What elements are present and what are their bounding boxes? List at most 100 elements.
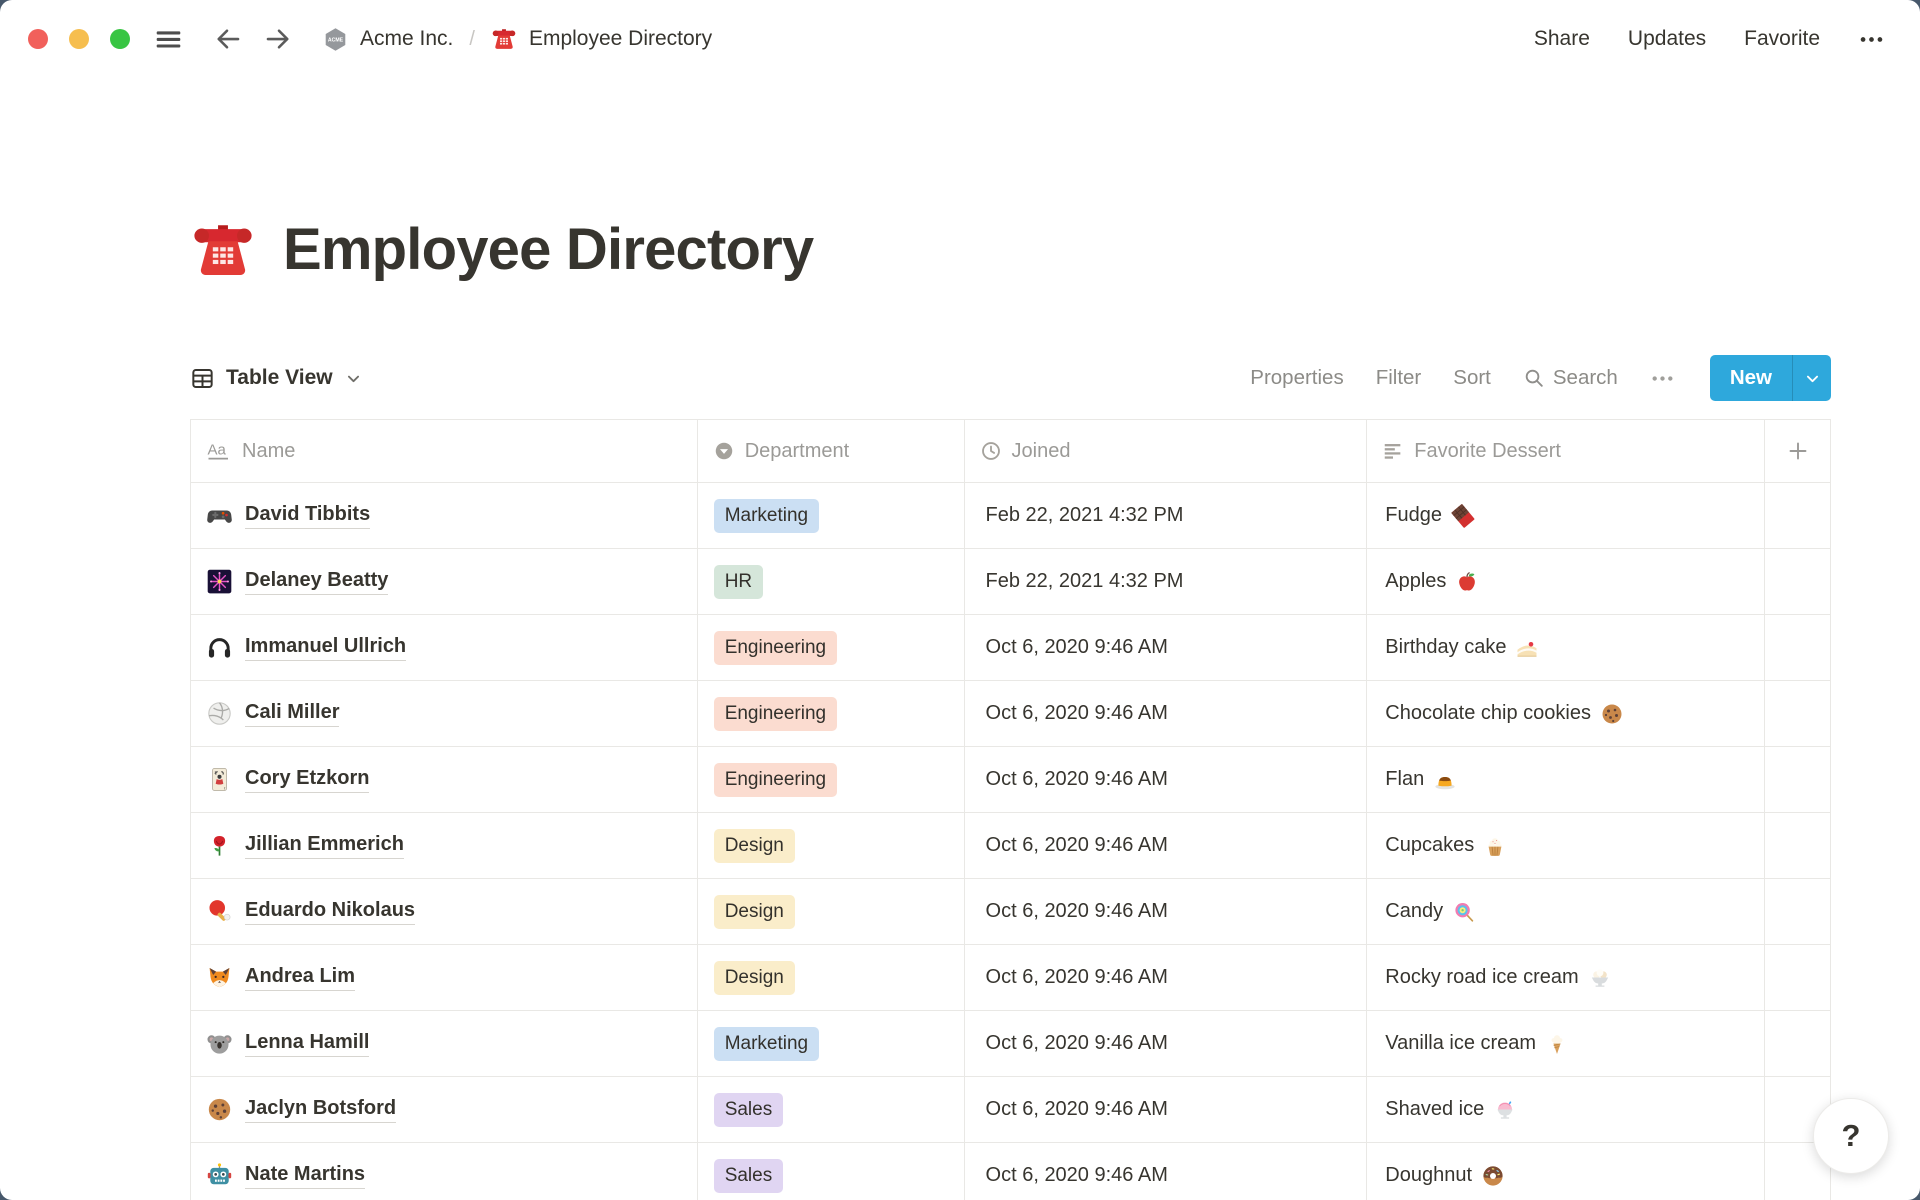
joined-cell[interactable]: Oct 6, 2020 9:46 AM (965, 1143, 1368, 1200)
name-cell[interactable]: Eduardo Nikolaus (191, 879, 698, 945)
view-more-options-icon[interactable] (1650, 366, 1675, 391)
name-cell[interactable]: Jillian Emmerich (191, 813, 698, 879)
minimize-window-button[interactable] (69, 29, 89, 49)
joined-cell[interactable]: Feb 22, 2021 4:32 PM (965, 549, 1368, 615)
dessert-cell[interactable]: Vanilla ice cream (1367, 1011, 1766, 1077)
table-row[interactable]: Delaney Beatty HR Feb 22, 2021 4:32 PM A… (191, 549, 1831, 616)
view-switcher[interactable]: Table View (190, 366, 363, 391)
close-window-button[interactable] (28, 29, 48, 49)
employee-avatar-icon (206, 1096, 233, 1123)
table-row[interactable]: Immanuel Ullrich Engineering Oct 6, 2020… (191, 615, 1831, 682)
name-cell[interactable]: Delaney Beatty (191, 549, 698, 615)
employee-name-link[interactable]: Lenna Hamill (245, 1030, 370, 1058)
dessert-cell[interactable]: Flan (1367, 747, 1766, 813)
joined-cell[interactable]: Oct 6, 2020 9:46 AM (965, 615, 1368, 681)
dessert-emoji-icon (1483, 834, 1507, 858)
breadcrumb-workspace[interactable]: Acme Inc. (360, 27, 454, 50)
employee-name-link[interactable]: Nate Martins (245, 1162, 366, 1190)
name-cell[interactable]: Nate Martins (191, 1143, 698, 1200)
dessert-cell[interactable]: Apples (1367, 549, 1766, 615)
table-row[interactable]: Andrea Lim Design Oct 6, 2020 9:46 AM Ro… (191, 945, 1831, 1012)
back-icon[interactable] (213, 24, 243, 54)
table-row[interactable]: David Tibbits Marketing Feb 22, 2021 4:3… (191, 483, 1831, 550)
new-button-divider (1792, 355, 1793, 402)
new-button[interactable]: New (1729, 366, 1772, 390)
page-title[interactable]: Employee Directory (283, 216, 814, 282)
department-cell[interactable]: Marketing (698, 1011, 965, 1077)
employee-name-link[interactable]: Jillian Emmerich (245, 832, 404, 860)
dessert-cell[interactable]: Chocolate chip cookies (1367, 681, 1766, 747)
dessert-cell[interactable]: Candy (1367, 879, 1766, 945)
department-cell[interactable]: Engineering (698, 681, 965, 747)
joined-cell[interactable]: Feb 22, 2021 4:32 PM (965, 483, 1368, 549)
table-row[interactable]: Jaclyn Botsford Sales Oct 6, 2020 9:46 A… (191, 1077, 1831, 1144)
hamburger-menu-icon[interactable] (153, 26, 184, 53)
properties-button[interactable]: Properties (1250, 366, 1344, 390)
name-cell[interactable]: Andrea Lim (191, 945, 698, 1011)
joined-cell[interactable]: Oct 6, 2020 9:46 AM (965, 1011, 1368, 1077)
name-cell[interactable]: Immanuel Ullrich (191, 615, 698, 681)
name-cell[interactable]: Cali Miller (191, 681, 698, 747)
department-cell[interactable]: HR (698, 549, 965, 615)
department-cell[interactable]: Marketing (698, 483, 965, 549)
joined-cell[interactable]: Oct 6, 2020 9:46 AM (965, 1077, 1368, 1143)
department-cell[interactable]: Design (698, 945, 965, 1011)
joined-cell[interactable]: Oct 6, 2020 9:46 AM (965, 879, 1368, 945)
table-row[interactable]: Jillian Emmerich Design Oct 6, 2020 9:46… (191, 813, 1831, 880)
table-row[interactable]: Lenna Hamill Marketing Oct 6, 2020 9:46 … (191, 1011, 1831, 1078)
column-header-favorite-dessert[interactable]: Favorite Dessert (1367, 420, 1766, 483)
name-cell[interactable]: David Tibbits (191, 483, 698, 549)
department-cell[interactable]: Design (698, 879, 965, 945)
employee-name-link[interactable]: Eduardo Nikolaus (245, 898, 416, 926)
filter-button[interactable]: Filter (1375, 366, 1422, 390)
more-options-icon[interactable] (1858, 26, 1885, 53)
dessert-cell[interactable]: Fudge (1367, 483, 1766, 549)
department-cell[interactable]: Engineering (698, 615, 965, 681)
employee-name-link[interactable]: Andrea Lim (245, 964, 356, 992)
dessert-cell[interactable]: Shaved ice (1367, 1077, 1766, 1143)
help-button[interactable]: ? (1813, 1098, 1889, 1174)
page-title-phone-icon[interactable] (190, 217, 256, 283)
dessert-cell[interactable]: Rocky road ice cream (1367, 945, 1766, 1011)
table-row[interactable]: Eduardo Nikolaus Design Oct 6, 2020 9:46… (191, 879, 1831, 946)
joined-cell[interactable]: Oct 6, 2020 9:46 AM (965, 681, 1368, 747)
column-header-name[interactable]: Aa Name (191, 420, 698, 483)
table-row[interactable]: Nate Martins Sales Oct 6, 2020 9:46 AM D… (191, 1143, 1831, 1200)
joined-cell[interactable]: Oct 6, 2020 9:46 AM (965, 747, 1368, 813)
favorite-button[interactable]: Favorite (1744, 27, 1820, 50)
department-cell[interactable]: Sales (698, 1143, 965, 1200)
column-header-joined[interactable]: Joined (965, 420, 1368, 483)
table-row[interactable]: Cali Miller Engineering Oct 6, 2020 9:46… (191, 681, 1831, 748)
share-button[interactable]: Share (1533, 27, 1590, 50)
employee-name-link[interactable]: Cory Etzkorn (245, 766, 370, 794)
add-column-button[interactable] (1765, 420, 1831, 483)
sort-button[interactable]: Sort (1453, 366, 1491, 390)
employee-name-link[interactable]: Jaclyn Botsford (245, 1096, 397, 1124)
forward-icon[interactable] (263, 24, 293, 54)
dessert-text: Vanilla ice cream (1385, 1032, 1537, 1055)
updates-button[interactable]: Updates (1627, 27, 1707, 50)
search-button[interactable]: Search (1523, 366, 1618, 390)
new-dropdown-button[interactable] (1793, 355, 1831, 401)
department-cell[interactable]: Engineering (698, 747, 965, 813)
department-cell[interactable]: Design (698, 813, 965, 879)
joined-cell[interactable]: Oct 6, 2020 9:46 AM (965, 813, 1368, 879)
employee-name-link[interactable]: David Tibbits (245, 502, 371, 530)
dessert-cell[interactable]: Doughnut (1367, 1143, 1766, 1200)
employee-name-link[interactable]: Cali Miller (245, 700, 340, 728)
department-cell[interactable]: Sales (698, 1077, 965, 1143)
dessert-cell[interactable]: Cupcakes (1367, 813, 1766, 879)
column-header-department[interactable]: Department (698, 420, 965, 483)
name-cell[interactable]: Lenna Hamill (191, 1011, 698, 1077)
zoom-window-button[interactable] (110, 29, 130, 49)
name-cell[interactable]: Jaclyn Botsford (191, 1077, 698, 1143)
workspace-logo-icon[interactable]: ACME (323, 27, 348, 52)
dessert-cell[interactable]: Birthday cake (1367, 615, 1766, 681)
employee-name-link[interactable]: Delaney Beatty (245, 568, 389, 596)
breadcrumb-page[interactable]: Employee Directory (528, 27, 713, 50)
employee-name-link[interactable]: Immanuel Ullrich (245, 634, 407, 662)
svg-text:J: J (214, 770, 216, 775)
joined-cell[interactable]: Oct 6, 2020 9:46 AM (965, 945, 1368, 1011)
